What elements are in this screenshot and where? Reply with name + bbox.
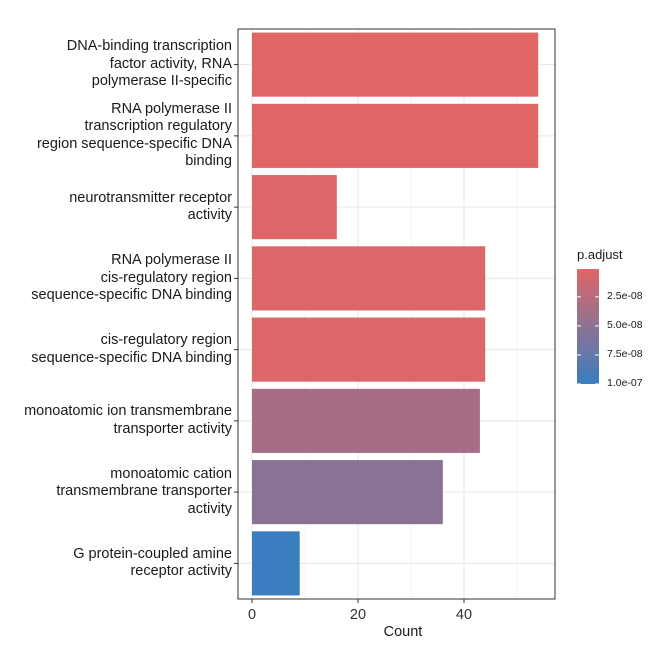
bar [252,388,480,453]
bar [252,317,486,382]
bar [252,32,539,97]
category-label: G protein-coupled amine receptor activit… [73,545,232,580]
legend-tick-label: 1.0e-07 [607,377,643,389]
bar [252,175,337,240]
x-tick-label: 40 [456,607,472,623]
legend-title: p.adjust [577,247,623,262]
legend-tick-marks [577,296,599,385]
x-axis: 0 20 40 [234,64,472,623]
x-tick-label: 0 [248,607,256,623]
category-label: DNA-binding transcription factor activit… [66,38,232,90]
category-label: RNA polymerase II cis-regulatory region … [31,252,232,304]
x-axis-title: Count [383,624,423,640]
category-label: monoatomic ion transmembrane transporter… [24,403,232,437]
x-tick-label: 20 [350,607,366,623]
plot-border [237,28,556,600]
legend-colorbar [577,269,599,384]
bar [252,531,300,596]
bar [252,103,539,168]
legend-tick-label: 7.5e-08 [607,347,643,360]
category-label: RNA polymerase II transcription regulato… [36,100,232,170]
bar [252,246,486,311]
category-label: cis-regulatory region sequence-specific … [31,332,232,366]
legend-tick-label: 2.5e-08 [607,289,643,302]
legend-tick-label: 5.0e-08 [607,318,643,331]
bar [252,460,443,525]
bars [252,32,539,596]
category-label: monoatomic cation transmembrane transpor… [56,465,232,517]
category-label: neurotransmitter receptor activity [69,189,232,224]
